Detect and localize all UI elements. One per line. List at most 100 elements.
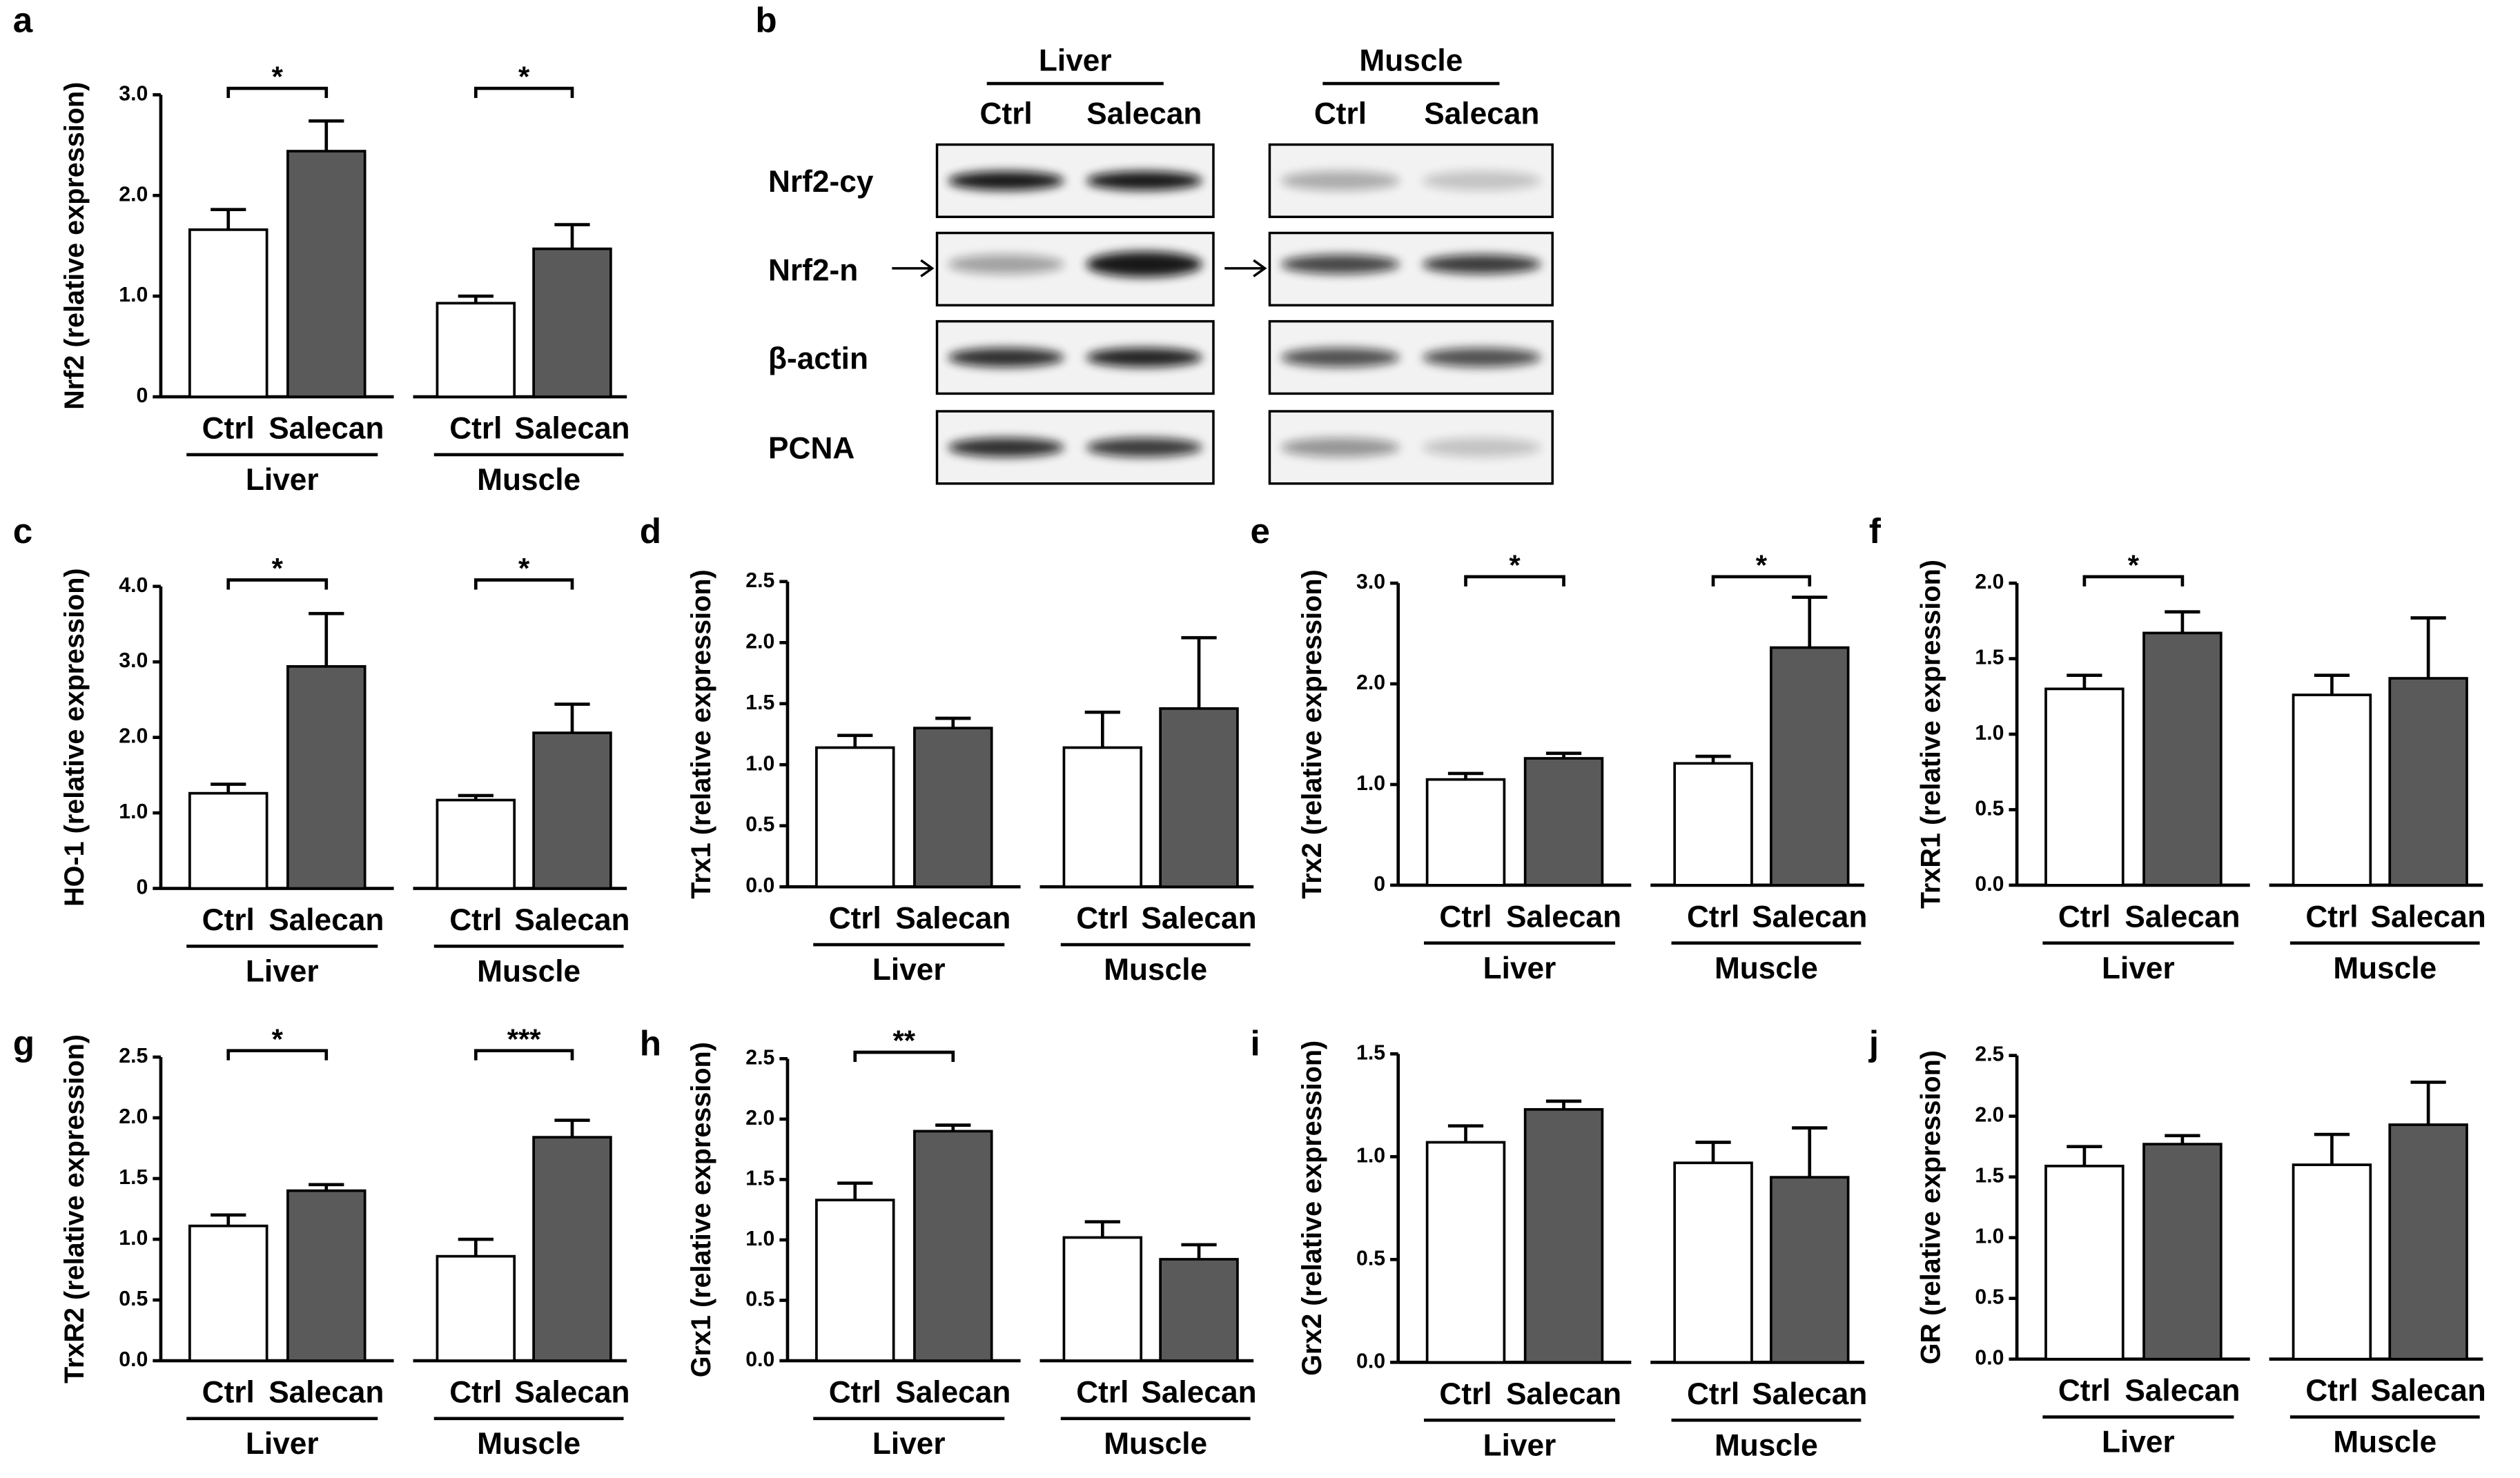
group-label: Liver (2102, 952, 2175, 985)
y-tick-label: 1.0 (1975, 722, 2004, 745)
significance-label: * (272, 61, 284, 93)
bar (913, 727, 993, 889)
y-tick-label: 0 (137, 384, 148, 407)
bar (2292, 1163, 2372, 1361)
panel: e Trx2 (relative expression) 0 1.0 2.0 3.0 Ctr… (1251, 511, 1868, 985)
y-tick-label: 1.0 (119, 1227, 148, 1250)
blot-row-label: Nrf2-n (768, 253, 858, 287)
x-tick-label: Salecan (514, 1376, 629, 1410)
bar (1770, 1176, 1850, 1364)
bar (2292, 693, 2372, 887)
blot-band (948, 348, 1064, 368)
y-tick-label: 2.0 (745, 630, 774, 653)
significance-bracket (2082, 575, 2185, 587)
x-tick-label: Ctrl (2058, 1374, 2111, 1408)
y-tick-label: 2.0 (119, 183, 148, 206)
bar (815, 746, 895, 889)
x-tick-label: Salecan (2125, 1374, 2240, 1408)
bar (1673, 1161, 1753, 1364)
y-tick-label: 2.5 (119, 1045, 148, 1067)
group-label: Liver (246, 955, 319, 989)
blot-lane-label: Salecan (1086, 97, 1202, 130)
y-tick-label: 0.5 (745, 1288, 774, 1310)
panel-letter: f (1869, 511, 1882, 551)
x-tick-label: Salecan (895, 902, 1010, 936)
x-tick-label: Ctrl (1687, 1377, 1739, 1411)
blot-lane-label: Ctrl (980, 97, 1033, 130)
y-tick-label: 0.0 (119, 1348, 148, 1371)
y-tick-label: 1.0 (1356, 1144, 1385, 1167)
y-tick-label: 2.0 (1975, 571, 2004, 593)
bar (286, 664, 367, 890)
significance-label: * (1756, 549, 1768, 582)
blot-band (1422, 348, 1541, 368)
bar (2388, 1123, 2468, 1361)
blot-row-label: PCNA (768, 432, 854, 466)
blot-row-label: β-actin (768, 342, 868, 375)
bar (286, 1189, 367, 1362)
bar (1425, 1141, 1506, 1364)
y-axis-label: Trx1 (relative expression) (686, 569, 716, 898)
y-axis-label: HO-1 (relative expression) (59, 568, 90, 907)
bar (1159, 707, 1239, 889)
blot-band (1280, 437, 1400, 457)
bar (1673, 762, 1753, 887)
x-tick-label: Salecan (1141, 902, 1256, 936)
x-tick-label: Ctrl (1076, 1376, 1129, 1410)
x-tick-label: Salecan (514, 903, 629, 937)
bar (1425, 778, 1506, 887)
y-tick-label: 1.0 (1975, 1225, 2004, 1248)
x-tick-label: Salecan (2371, 900, 2486, 934)
significance-bracket (226, 578, 329, 590)
x-tick-label: Ctrl (829, 1376, 881, 1410)
x-tick-label: Salecan (1506, 1377, 1621, 1411)
bar (532, 1136, 612, 1362)
significance-label: * (518, 552, 530, 584)
panel-letter: e (1251, 511, 1271, 551)
x-tick-label: Salecan (514, 412, 629, 446)
group-label: Muscle (2333, 952, 2436, 985)
group-label: Liver (2102, 1426, 2175, 1459)
panel: h Grx1 (relative expression) 0.0 0.5 1.0 1.5 2… (640, 1024, 1257, 1461)
y-tick-label: 2.0 (1975, 1104, 2004, 1127)
group-label: Liver (246, 463, 319, 497)
y-tick-label: 0.5 (1975, 797, 2004, 820)
blot-band (1422, 255, 1541, 274)
blot-arrow (892, 259, 935, 277)
group-label: Muscle (1104, 1427, 1207, 1461)
panel: c HO-1 (relative expression) 0 1.0 2.0 3.0 4.0… (13, 511, 630, 989)
y-tick-label: 2.5 (745, 1046, 774, 1069)
significance-label: * (272, 552, 284, 584)
bar (2044, 687, 2125, 887)
y-tick-label: 0.5 (119, 1288, 148, 1310)
bar (2142, 631, 2223, 887)
x-tick-label: Salecan (1752, 900, 1867, 934)
x-tick-label: Ctrl (1439, 900, 1492, 934)
y-tick-label: 2.0 (745, 1107, 774, 1130)
x-tick-label: Salecan (895, 1376, 1010, 1410)
blot-band (1422, 170, 1541, 190)
panel-letter: i (1251, 1024, 1260, 1063)
y-tick-label: 0.5 (1975, 1286, 2004, 1309)
y-tick-label: 1.5 (1975, 1165, 2004, 1188)
x-tick-label: Ctrl (2305, 900, 2358, 934)
y-axis-label: TrxR1 (relative expression) (1915, 560, 1946, 909)
bar (436, 302, 516, 398)
panel: j GR (relative expression) 0.0 0.5 1.0 1.5 2.0… (1868, 1024, 2486, 1459)
y-axis-label: TrxR2 (relative expression) (59, 1034, 90, 1383)
bar (532, 247, 612, 398)
blot-group-label: Liver (1039, 43, 1112, 77)
bar (913, 1130, 993, 1362)
blot-band (1086, 251, 1202, 277)
y-tick-label: 2.0 (1356, 671, 1385, 694)
group-label: Muscle (477, 463, 580, 497)
significance-bracket (226, 86, 329, 99)
panel-letter: g (13, 1024, 35, 1063)
significance-label: *** (507, 1023, 542, 1055)
y-tick-label: 0.0 (1356, 1350, 1385, 1372)
blot-band (1086, 170, 1202, 190)
group-label: Liver (1483, 952, 1556, 985)
y-tick-label: 3.0 (119, 82, 148, 105)
x-tick-label: Salecan (268, 903, 384, 937)
y-tick-label: 1.0 (1356, 772, 1385, 795)
